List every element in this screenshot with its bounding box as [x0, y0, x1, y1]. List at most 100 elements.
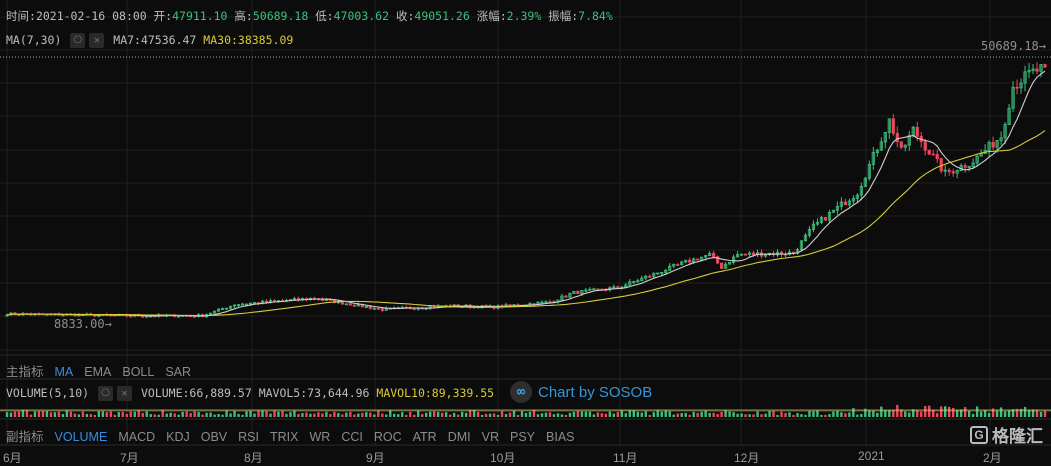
volume-bar [748, 414, 751, 417]
candle-body [580, 290, 584, 295]
candle-body [348, 303, 352, 306]
candle-body [879, 141, 883, 151]
volume-bar [85, 413, 89, 417]
volume-bar [588, 411, 592, 417]
volume-bar [472, 410, 476, 417]
volume-bar [269, 413, 272, 417]
tab-rsi[interactable]: RSI [238, 430, 259, 444]
candle-body [843, 201, 847, 206]
volume-bar [912, 409, 915, 417]
volume-bar [1043, 410, 1047, 417]
tab-obv[interactable]: OBV [200, 430, 228, 444]
volume-bar [305, 412, 308, 417]
candle-body [368, 306, 372, 309]
candle-body [640, 277, 644, 282]
x-axis-label: 8月 [244, 451, 263, 465]
volume-bar [265, 411, 268, 417]
volume-bar [924, 405, 927, 417]
tab-trix[interactable]: TRIX [270, 430, 299, 444]
candle-body [815, 221, 820, 225]
volume-bar [500, 411, 504, 417]
candle-body [943, 169, 947, 172]
volume-bar [756, 411, 759, 417]
settings-icon[interactable]: ⎔ [70, 33, 86, 48]
volume-bar [201, 414, 204, 417]
candle-body [540, 301, 544, 304]
candle-body [1003, 124, 1007, 139]
tab-atr[interactable]: ATR [412, 430, 437, 444]
candle-body [712, 252, 716, 258]
volume-bar [9, 412, 13, 417]
volume-bar [385, 414, 388, 417]
volume-bar [37, 411, 41, 417]
volume-bar [381, 413, 384, 417]
volume-bar [189, 413, 192, 417]
volume-bar [1011, 409, 1015, 417]
volume-bar [664, 410, 667, 417]
candle-body [724, 263, 728, 269]
tab-kdj[interactable]: KDJ [166, 430, 190, 444]
volume-bar [241, 414, 244, 417]
volume-bar [983, 409, 987, 417]
volume-bar [448, 414, 452, 417]
volume-bar [377, 410, 380, 417]
volume-bar [353, 414, 356, 417]
volume-bar [325, 411, 328, 417]
volume-bar [365, 412, 368, 417]
candle-body [292, 298, 297, 300]
tab-wr[interactable]: WR [309, 430, 331, 444]
candle-body [807, 229, 812, 236]
candle-body [987, 141, 991, 151]
candle-body [372, 307, 376, 310]
candle-body [747, 252, 752, 255]
tab-boll[interactable]: BOLL [122, 365, 155, 379]
tab-ema[interactable]: EMA [84, 365, 112, 379]
volume-bar [1007, 410, 1011, 417]
x-axis-label: 10月 [490, 451, 516, 465]
candle-body [560, 295, 564, 301]
candle-body [851, 197, 855, 202]
volume-bar [217, 413, 220, 417]
candle-body [739, 253, 744, 256]
volume-bar [999, 407, 1003, 417]
volume-bar [109, 411, 112, 417]
candle-body [656, 272, 660, 275]
tab-roc[interactable]: ROC [373, 430, 402, 444]
volume-bar [53, 412, 57, 417]
settings-icon[interactable]: ⎔ [98, 386, 114, 401]
tab-sar[interactable]: SAR [165, 365, 192, 379]
volume-bar [424, 412, 428, 417]
volume-bar [221, 414, 224, 417]
close-icon[interactable]: ✕ [89, 33, 105, 48]
candle-body [1023, 71, 1027, 84]
tab-psy[interactable]: PSY [510, 430, 536, 444]
volume-bar [804, 414, 807, 417]
tab-vr[interactable]: VR [481, 430, 499, 444]
tab-volume[interactable]: VOLUME [54, 430, 108, 444]
candle-body [664, 269, 668, 273]
volume-bar [301, 413, 304, 417]
tab-bias[interactable]: BIAS [546, 430, 575, 444]
volume-bar [137, 410, 140, 417]
tab-cci[interactable]: CCI [341, 430, 363, 444]
volume-bar [712, 412, 715, 417]
candle-body [668, 265, 672, 271]
volume-bar [257, 410, 260, 417]
tab-dmi[interactable]: DMI [447, 430, 471, 444]
volume-bar [77, 414, 81, 417]
high-price-label: 50689.18→ [980, 39, 1046, 53]
candle-body [1043, 64, 1047, 68]
candle-body [963, 165, 967, 168]
tab-ma[interactable]: MA [54, 365, 74, 379]
candle-body [951, 171, 955, 174]
mavol10-value: MAVOL10:89,339.55 [376, 386, 495, 400]
volume-bar [716, 414, 719, 417]
candle-body [596, 288, 600, 291]
volume-bar [173, 413, 176, 417]
close-icon[interactable]: ✕ [117, 386, 133, 401]
tab-macd[interactable]: MACD [118, 430, 156, 444]
volume-bar [900, 409, 903, 417]
volume-bar [951, 407, 955, 417]
volume-bar [121, 411, 124, 417]
